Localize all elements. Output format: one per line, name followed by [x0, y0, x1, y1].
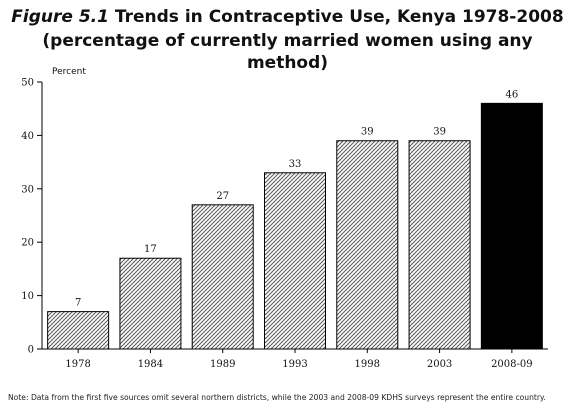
value-label-1998: 39: [361, 127, 374, 138]
bar-1993: [264, 172, 326, 350]
chart-subtitle: (percentage of currently married women u…: [42, 31, 533, 73]
chart-bars: [47, 102, 543, 350]
bar-1978: [47, 311, 110, 350]
y-tick-label: 0: [28, 345, 34, 356]
value-label-2008-09: 46: [505, 89, 518, 100]
value-label-1993: 33: [289, 159, 302, 170]
x-tick-label-1993: 1993: [282, 359, 307, 370]
bar-1984: [119, 257, 182, 350]
bar-chart: 0 10 20 30 40 50 Percent 7 1978 17 1984 27 1989 33 19…: [21, 67, 548, 370]
footnote: Note: Data from the first five sources o…: [8, 393, 546, 402]
x-tick-label-1978: 1978: [65, 359, 90, 370]
y-tick-label: 50: [21, 78, 34, 89]
value-label-1989: 27: [216, 191, 229, 202]
x-tick-label-1984: 1984: [138, 359, 163, 370]
x-tick-label-1989: 1989: [210, 359, 235, 370]
bar-2003: [408, 140, 471, 350]
figure-label: Figure 5.1: [11, 7, 109, 27]
x-tick-label-2008-09: 2008-09: [491, 359, 533, 370]
y-tick-label: 10: [21, 291, 34, 302]
y-tick-label: 30: [21, 184, 34, 195]
x-tick-label-2003: 2003: [427, 359, 452, 370]
y-tick-label: 20: [21, 238, 34, 249]
bar-1989: [191, 204, 254, 350]
value-label-1984: 17: [144, 244, 157, 255]
value-label-1978: 7: [75, 298, 81, 309]
y-axis-label: Percent: [52, 67, 86, 77]
value-label-2003: 39: [433, 127, 446, 138]
bar-1998: [336, 140, 399, 350]
chart-labels: Percent 7 1978 17 1984 27 1989 33 1993 39 1998 39 20…: [52, 67, 533, 370]
chart-title: Figure 5.1 Trends in Contraceptive Use, …: [0, 6, 575, 28]
title-text: Trends in Contraceptive Use, Kenya 1978-…: [114, 7, 564, 27]
y-tick-label: 40: [21, 131, 34, 142]
bar-2008-09: [480, 102, 543, 350]
x-tick-label-1998: 1998: [355, 359, 380, 370]
